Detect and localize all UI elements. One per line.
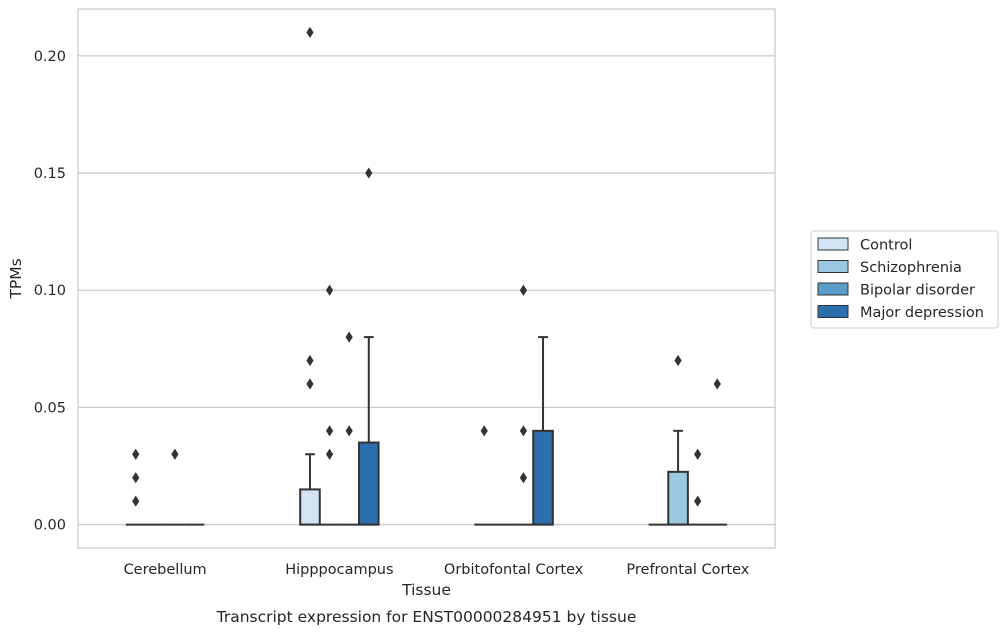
outlier-point [132, 448, 140, 460]
outlier-point [674, 354, 682, 367]
outlier-point [519, 425, 528, 437]
boxes [125, 336, 728, 526]
outlier-point [325, 425, 334, 437]
box-body [299, 488, 321, 526]
box-hipppocampus-major-depression [357, 336, 380, 526]
legend-label: Control [860, 238, 912, 254]
y-tick-labels: 0.00 0.05 0.10 0.15 0.20 [34, 49, 66, 534]
outlier-point [306, 354, 314, 367]
x-tick-labels: Cerebellum Hipppocampus Orbitofontal Corte… [124, 562, 750, 578]
box-body [532, 429, 554, 526]
legend-frame [810, 230, 999, 329]
box-hipppocampus-control [299, 453, 321, 526]
x-tick-label: Orbitofontal Cortex [444, 562, 584, 578]
outlier-point [306, 26, 314, 39]
legend: Control Schizophrenia Bipolar disorder Majo… [810, 230, 999, 329]
box-body [357, 441, 380, 526]
outlier-point [171, 448, 179, 460]
plot-frame [77, 8, 776, 549]
y-tick-label: 0.15 [34, 166, 66, 182]
outlier-point [519, 284, 528, 296]
outlier-point [694, 495, 702, 507]
legend-swatch [817, 305, 849, 318]
y-tick-label: 0.00 [34, 518, 66, 534]
legend-swatch [817, 282, 849, 296]
legend-label: Major depression [860, 305, 984, 321]
x-tick-label: Hipppocampus [285, 562, 393, 578]
outlier-point [519, 472, 528, 484]
outlier-point [325, 448, 334, 460]
outlier-point [365, 167, 373, 179]
x-axis-label: Tissue [401, 581, 451, 599]
legend-swatch [817, 260, 849, 273]
outlier-point [345, 425, 353, 437]
x-tick-label: Prefrontal Cortex [626, 562, 749, 578]
outlier-point [345, 331, 353, 343]
box-prefrontal-cortex-schizophrenia [667, 429, 689, 526]
gridlines [78, 55, 775, 526]
legend-label: Schizophrenia [860, 260, 962, 276]
outlier-point [694, 448, 702, 460]
x-tick-label: Cerebellum [124, 562, 207, 578]
outlier-point [132, 495, 140, 507]
outlier-point [325, 284, 334, 296]
outlier-point [306, 378, 314, 390]
outliers [132, 26, 721, 507]
outlier-point [713, 378, 721, 390]
y-tick-label: 0.05 [34, 400, 66, 416]
box-body [667, 470, 689, 526]
box-orbitofontal-cortex-major-depression [532, 336, 554, 526]
y-tick-label: 0.10 [34, 283, 66, 299]
y-axis-label: TPMs [7, 258, 25, 299]
outlier-point [132, 472, 140, 484]
legend-label: Bipolar disorder [860, 283, 975, 299]
y-tick-label: 0.20 [34, 49, 66, 65]
outlier-point [480, 425, 488, 437]
legend-swatch [817, 237, 849, 251]
chart-caption: Transcript expression for ENST0000028495… [216, 608, 637, 626]
